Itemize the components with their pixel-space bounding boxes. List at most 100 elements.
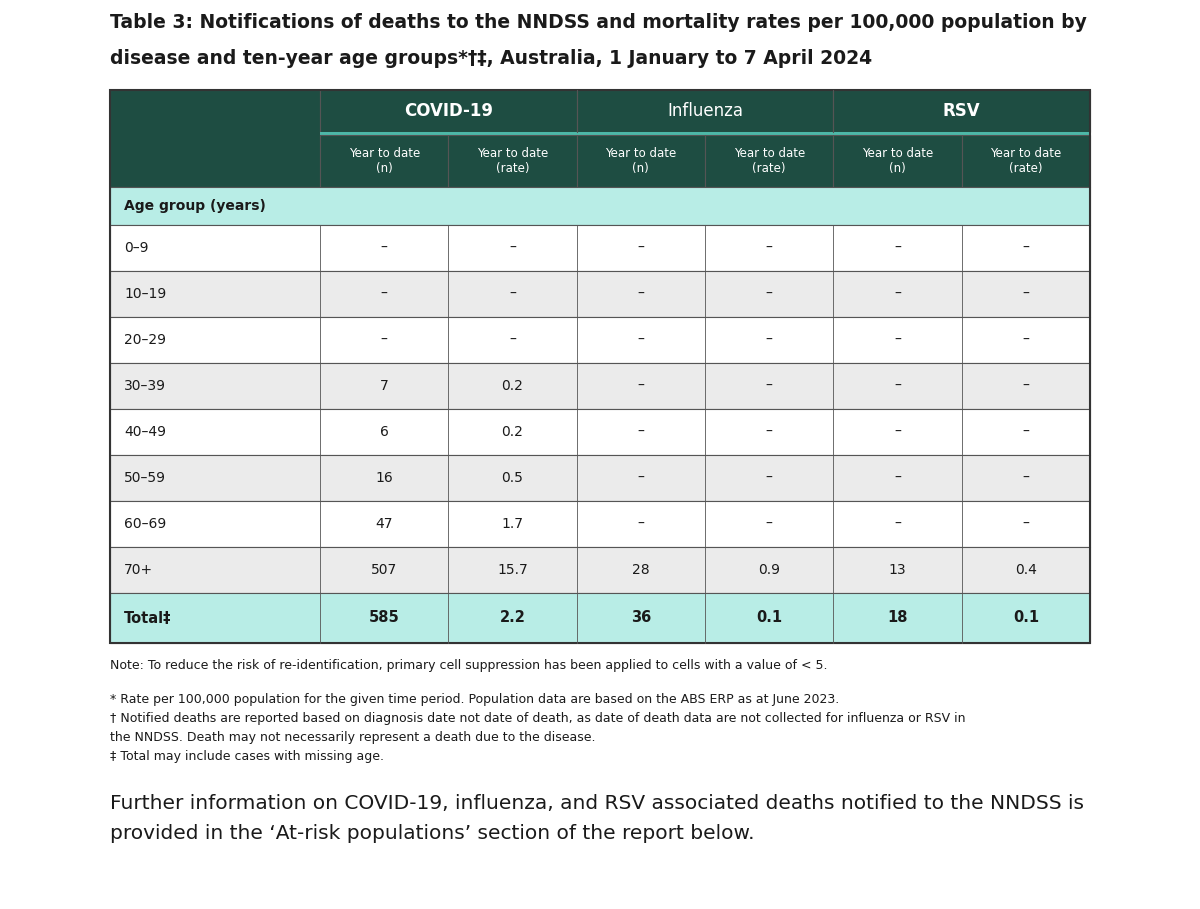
- Text: 50–59: 50–59: [124, 471, 166, 485]
- Text: –: –: [1022, 333, 1030, 347]
- Text: –: –: [894, 425, 901, 439]
- Text: 0.4: 0.4: [1015, 563, 1037, 577]
- Text: 1.7: 1.7: [502, 517, 523, 531]
- Text: 30–39: 30–39: [124, 379, 166, 393]
- Text: –: –: [637, 425, 644, 439]
- Bar: [833, 135, 961, 187]
- Bar: [110, 363, 1090, 409]
- Text: provided in the ‘At-risk populations’ section of the report below.: provided in the ‘At-risk populations’ se…: [110, 824, 755, 844]
- Text: –: –: [766, 471, 773, 485]
- Text: 40–49: 40–49: [124, 425, 166, 439]
- Text: –: –: [1022, 517, 1030, 531]
- Text: 585: 585: [368, 611, 400, 625]
- Text: 6: 6: [379, 425, 389, 439]
- Bar: [110, 187, 1090, 225]
- Text: disease and ten-year age groups*†‡, Australia, 1 January to 7 April 2024: disease and ten-year age groups*†‡, Aust…: [110, 48, 872, 67]
- Text: 47: 47: [376, 517, 392, 531]
- Bar: [577, 90, 833, 132]
- Text: –: –: [509, 287, 516, 301]
- Text: –: –: [1022, 241, 1030, 255]
- Text: Age group (years): Age group (years): [124, 199, 266, 213]
- Bar: [110, 271, 1090, 317]
- Bar: [110, 317, 1090, 363]
- Bar: [110, 409, 1090, 455]
- Text: –: –: [766, 517, 773, 531]
- Text: –: –: [766, 425, 773, 439]
- Text: –: –: [380, 287, 388, 301]
- Text: RSV: RSV: [943, 102, 980, 120]
- Text: Year to date
(n): Year to date (n): [348, 147, 420, 175]
- Text: –: –: [1022, 425, 1030, 439]
- Text: –: –: [894, 379, 901, 393]
- Text: 0.1: 0.1: [1013, 611, 1039, 625]
- Text: –: –: [894, 241, 901, 255]
- Text: ‡ Total may include cases with missing age.: ‡ Total may include cases with missing a…: [110, 750, 384, 763]
- Bar: [110, 455, 1090, 501]
- Text: Year to date
(n): Year to date (n): [605, 147, 677, 175]
- Text: 0.5: 0.5: [502, 471, 523, 485]
- Bar: [110, 225, 1090, 271]
- Text: –: –: [637, 471, 644, 485]
- Text: Year to date
(n): Year to date (n): [862, 147, 934, 175]
- Text: † Notified deaths are reported based on diagnosis date not date of death, as dat: † Notified deaths are reported based on …: [110, 712, 966, 724]
- Bar: [833, 90, 1090, 132]
- Text: 20–29: 20–29: [124, 333, 166, 347]
- Text: –: –: [637, 333, 644, 347]
- Text: 507: 507: [371, 563, 397, 577]
- Text: –: –: [766, 379, 773, 393]
- Text: Year to date
(rate): Year to date (rate): [476, 147, 548, 175]
- Bar: [110, 90, 1090, 643]
- Text: Table 3: Notifications of deaths to the NNDSS and mortality rates per 100,000 po: Table 3: Notifications of deaths to the …: [110, 13, 1087, 32]
- Text: 70+: 70+: [124, 563, 154, 577]
- Bar: [449, 135, 577, 187]
- Text: –: –: [894, 517, 901, 531]
- Text: –: –: [637, 379, 644, 393]
- Bar: [320, 135, 449, 187]
- Text: –: –: [766, 287, 773, 301]
- Text: 2.2: 2.2: [499, 611, 526, 625]
- Text: –: –: [509, 333, 516, 347]
- Text: Year to date
(rate): Year to date (rate): [990, 147, 1062, 175]
- Text: 7: 7: [379, 379, 389, 393]
- Text: 0.9: 0.9: [758, 563, 780, 577]
- Text: Influenza: Influenza: [667, 102, 743, 120]
- Text: –: –: [894, 333, 901, 347]
- Bar: [706, 135, 833, 187]
- Text: –: –: [509, 241, 516, 255]
- Text: the NNDSS. Death may not necessarily represent a death due to the disease.: the NNDSS. Death may not necessarily rep…: [110, 731, 595, 744]
- Text: 16: 16: [376, 471, 394, 485]
- Text: * Rate per 100,000 population for the given time period. Population data are bas: * Rate per 100,000 population for the gi…: [110, 693, 839, 705]
- Text: 13: 13: [889, 563, 906, 577]
- Bar: [320, 90, 577, 132]
- Text: 36: 36: [631, 611, 650, 625]
- Bar: [577, 135, 706, 187]
- Text: –: –: [637, 241, 644, 255]
- Text: 28: 28: [632, 563, 649, 577]
- Text: 15.7: 15.7: [497, 563, 528, 577]
- Text: –: –: [637, 517, 644, 531]
- Text: –: –: [894, 471, 901, 485]
- Bar: [110, 547, 1090, 593]
- Bar: [320, 132, 1090, 135]
- Text: –: –: [766, 333, 773, 347]
- Text: 0–9: 0–9: [124, 241, 149, 255]
- Text: 18: 18: [887, 611, 907, 625]
- Text: –: –: [1022, 471, 1030, 485]
- Text: 0.2: 0.2: [502, 425, 523, 439]
- Text: –: –: [1022, 379, 1030, 393]
- Text: 10–19: 10–19: [124, 287, 167, 301]
- Bar: [110, 501, 1090, 547]
- Text: –: –: [637, 287, 644, 301]
- Text: 0.1: 0.1: [756, 611, 782, 625]
- Text: –: –: [1022, 287, 1030, 301]
- Text: Note: To reduce the risk of re-identification, primary cell suppression has been: Note: To reduce the risk of re-identific…: [110, 658, 828, 672]
- Bar: [110, 90, 320, 187]
- Bar: [110, 593, 1090, 643]
- Text: 60–69: 60–69: [124, 517, 167, 531]
- Text: –: –: [380, 241, 388, 255]
- Bar: [961, 135, 1090, 187]
- Text: 0.2: 0.2: [502, 379, 523, 393]
- Text: COVID-19: COVID-19: [404, 102, 493, 120]
- Text: –: –: [894, 287, 901, 301]
- Text: –: –: [766, 241, 773, 255]
